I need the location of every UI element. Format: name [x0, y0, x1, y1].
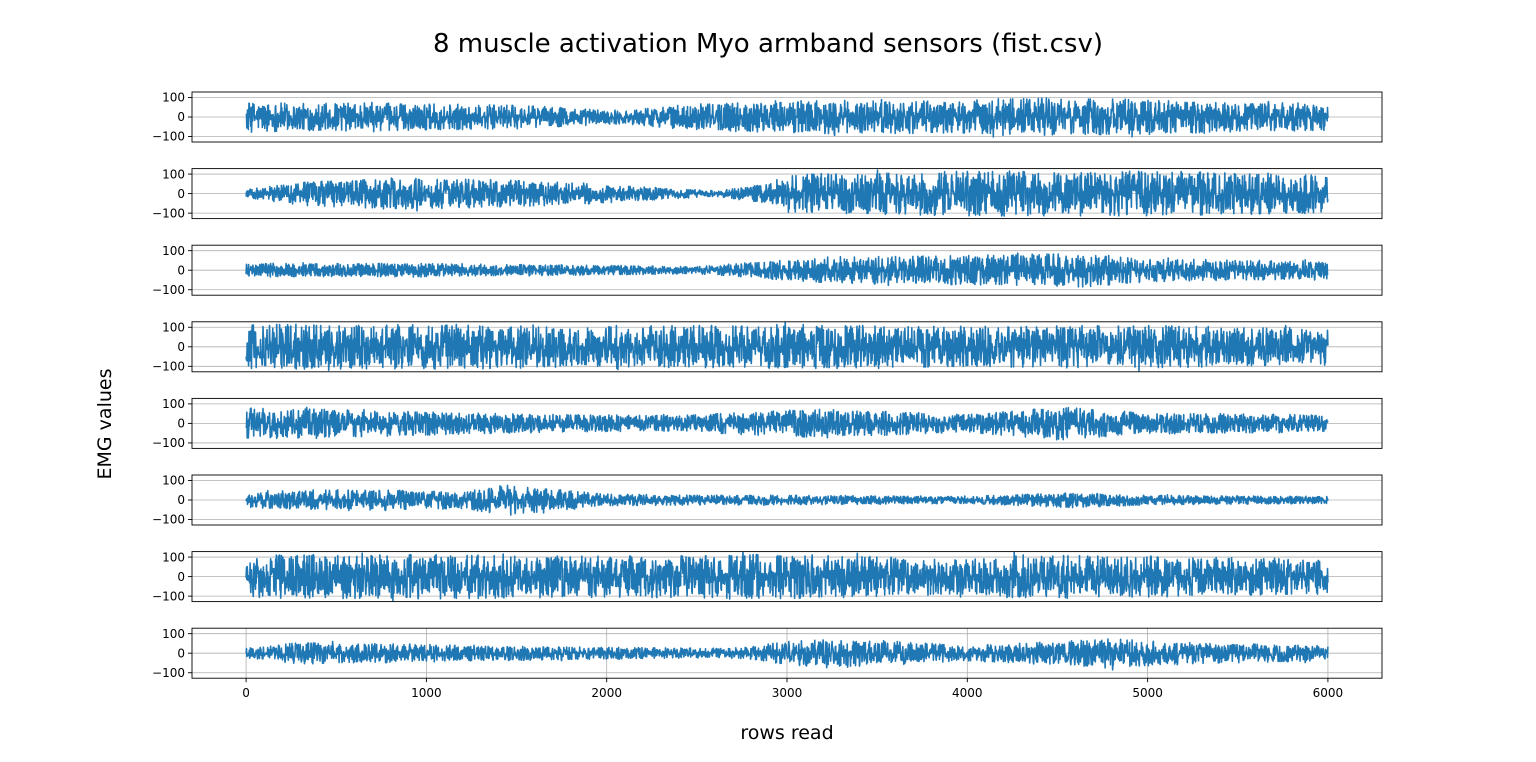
emg-series-line: [245, 321, 1329, 372]
subplot-2: −100 0 100: [152, 167, 1383, 220]
y-tick-label: −100: [152, 206, 185, 220]
emg-series-line: [245, 484, 1329, 516]
y-tick-label: 100: [162, 91, 185, 105]
y-tick-label: 100: [162, 167, 185, 181]
y-tick-label: 0: [177, 110, 185, 124]
x-tick-label: 2000: [591, 686, 622, 700]
emg-series-line: [245, 406, 1329, 441]
subplot-4: −100 0 100: [152, 320, 1383, 374]
x-tick-label: 1000: [411, 686, 442, 700]
subplot-3: −100 0 100: [152, 244, 1383, 297]
emg-series-line: [245, 638, 1329, 671]
y-tick-label: 100: [162, 320, 185, 334]
emg-series-line: [245, 169, 1329, 217]
x-tick-label: 3000: [772, 686, 803, 700]
y-tick-label: −100: [152, 436, 185, 450]
x-axis-label: rows read: [740, 722, 833, 744]
subplots: −100 0 100 −100 0 100 −100 0 100 −100 0 100 −100 0 100…: [152, 91, 1383, 700]
emg-series-line: [245, 97, 1329, 138]
y-tick-label: 0: [177, 340, 185, 354]
subplot-6: −100 0 100: [152, 474, 1383, 527]
y-tick-label: 100: [162, 397, 185, 411]
y-tick-label: 0: [177, 570, 185, 584]
y-tick-label: 100: [162, 474, 185, 488]
subplot-1: −100 0 100: [152, 91, 1383, 144]
y-tick-label: −100: [152, 360, 185, 374]
chart-title: 8 muscle activation Myo armband sensors …: [433, 29, 1103, 59]
y-tick-label: 100: [162, 244, 185, 258]
y-axis-label: EMG values: [94, 369, 116, 480]
y-tick-label: −100: [152, 589, 185, 603]
emg-series-line: [245, 252, 1329, 288]
x-tick-label: 6000: [1313, 686, 1344, 700]
subplot-7: −100 0 100: [152, 550, 1383, 603]
y-tick-label: −100: [152, 283, 185, 297]
x-tick-label: 5000: [1132, 686, 1163, 700]
y-tick-label: 0: [177, 263, 185, 277]
y-tick-label: 0: [177, 493, 185, 507]
y-tick-label: −100: [152, 513, 185, 527]
y-tick-label: 100: [162, 627, 185, 641]
y-tick-label: 0: [177, 646, 185, 660]
subplot-5: −100 0 100: [152, 397, 1383, 450]
x-tick-label: 4000: [952, 686, 983, 700]
emg-series-line: [245, 551, 1329, 602]
y-tick-label: −100: [152, 666, 185, 680]
y-tick-label: 0: [177, 187, 185, 201]
y-tick-label: 100: [162, 550, 185, 564]
y-tick-label: −100: [152, 130, 185, 144]
y-tick-label: 0: [177, 417, 185, 431]
x-tick-label: 0: [242, 686, 250, 700]
